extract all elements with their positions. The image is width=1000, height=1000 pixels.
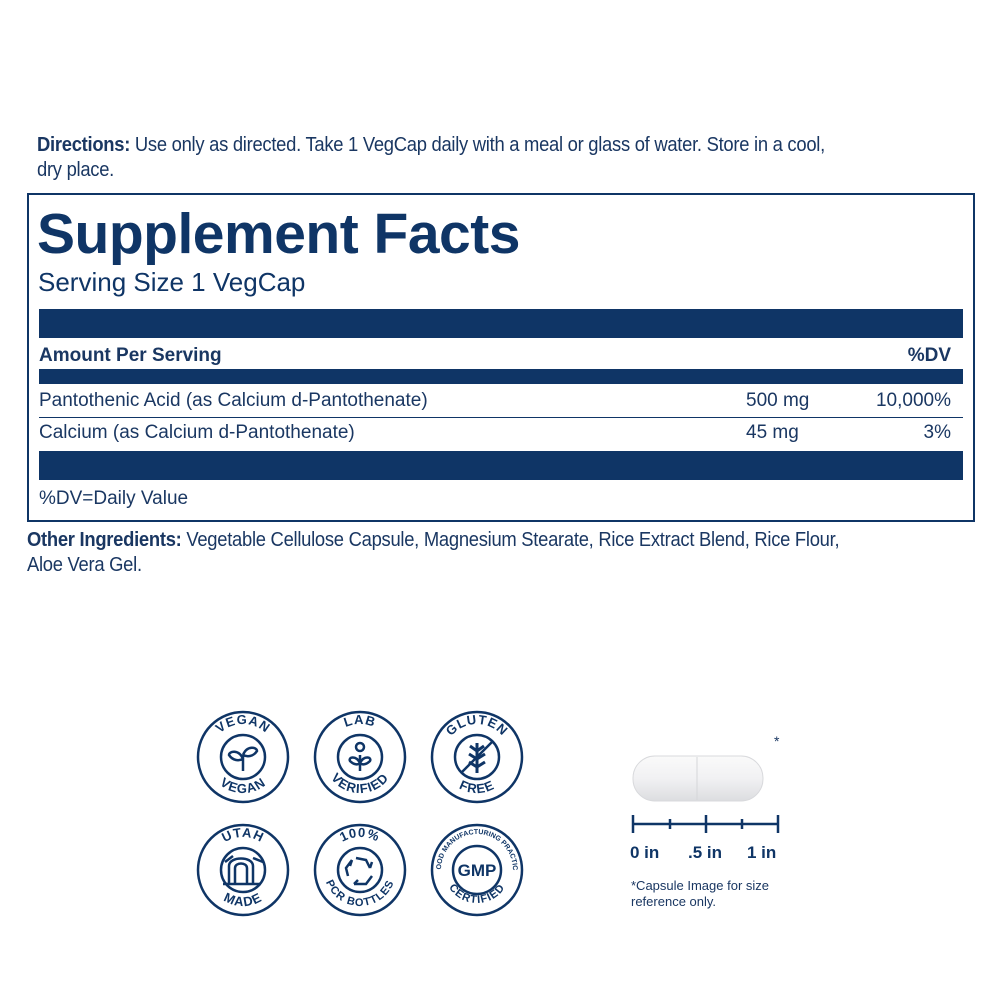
person-plant-icon: [348, 741, 372, 771]
badge-top-text: VEGAN: [213, 712, 273, 736]
divider-medium: [39, 369, 963, 384]
tick-label: 0 in: [630, 843, 660, 862]
svg-text:100%: 100%: [337, 825, 382, 845]
badge-bottom-text: FREE: [457, 777, 496, 796]
badge-bottom-text: VEGAN: [218, 774, 268, 796]
tick-label: 1 in: [747, 843, 777, 862]
badge-vegan: VEGAN VEGAN: [196, 710, 290, 804]
other-ingredients: Other Ingredients: Vegetable Cellulose C…: [27, 529, 840, 576]
divider-thick: [39, 451, 963, 480]
arch-icon: [223, 855, 264, 886]
facts-title: Supplement Facts: [37, 202, 520, 266]
svg-text:FREE: FREE: [457, 777, 497, 796]
badge-top-text: 100%: [337, 825, 381, 845]
svg-text:VEGAN: VEGAN: [218, 774, 269, 796]
dv-header: %DV: [907, 345, 951, 366]
tick-label: .5 in: [688, 843, 723, 862]
certification-badges: VEGAN VEGAN LAB VERIFIED GLUTEN FREE UTA…: [180, 690, 524, 917]
svg-text:VEGAN: VEGAN: [213, 712, 274, 736]
capsule-note: *Capsule Image for size reference only.: [631, 878, 770, 909]
nutrient-name: Calcium (as Calcium d-Pantothenate): [39, 422, 355, 443]
badge-bottom-text: VERIFIED: [328, 770, 390, 796]
badge-utah: UTAH MADE: [196, 823, 290, 917]
footnote: %DV=Daily Value: [39, 488, 189, 509]
svg-text:PCR BOTTLES: PCR BOTTLES: [323, 878, 397, 909]
asterisk: *: [774, 733, 780, 749]
badge-bottom-text: PCR BOTTLES: [323, 878, 396, 909]
gmp-text: GMP: [458, 861, 497, 880]
sprout-icon: [227, 746, 259, 771]
badge-100-: 100% PCR BOTTLES: [313, 823, 407, 917]
nutrient-dv: 10,000%: [875, 390, 951, 411]
no-wheat-icon: [460, 740, 494, 774]
badge-bottom-text: MADE: [222, 889, 264, 909]
divider-thick: [39, 309, 963, 338]
svg-text:LAB: LAB: [342, 712, 378, 730]
serving-size: Serving Size 1 VegCap: [38, 267, 306, 297]
ruler: [631, 815, 780, 833]
nutrient-amount: 500 mg: [746, 390, 810, 411]
divider-thin: [39, 417, 963, 418]
badge-lab: LAB VERIFIED: [313, 710, 407, 804]
directions: Directions: Use only as directed. Take 1…: [37, 134, 825, 181]
badge-gluten: GLUTEN FREE: [430, 710, 524, 804]
amount-per-serving-header: Amount Per Serving: [39, 345, 222, 366]
badge-top-text: LAB: [342, 712, 377, 730]
recycle-icon: [344, 856, 374, 886]
nutrient-dv: 3%: [923, 422, 951, 443]
capsule-size-reference: [631, 755, 780, 833]
svg-text:MADE: MADE: [222, 889, 265, 909]
nutrient-name: Pantothenic Acid (as Calcium d-Pantothen…: [39, 390, 428, 411]
capsule-image: [632, 755, 764, 802]
svg-text:VERIFIED: VERIFIED: [328, 770, 391, 796]
nutrient-amount: 45 mg: [746, 422, 799, 443]
supplement-facts-panel: Supplement Facts Serving Size 1 VegCap A…: [27, 193, 975, 522]
